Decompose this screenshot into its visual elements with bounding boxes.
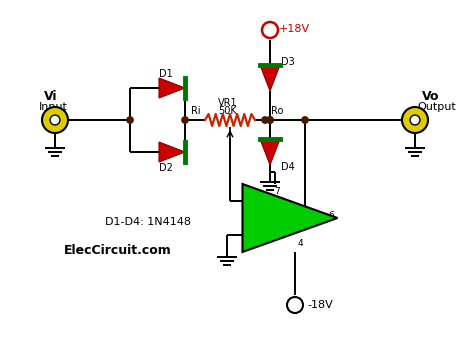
Text: Ri: Ri [191,106,201,116]
Text: Input: Input [38,102,67,112]
Circle shape [267,117,273,123]
Text: +18V: +18V [278,24,310,34]
Circle shape [42,107,68,133]
Text: 7: 7 [274,187,280,197]
Polygon shape [260,65,280,91]
Text: 2: 2 [246,197,251,205]
Text: Vi: Vi [44,89,58,102]
Text: D3: D3 [281,57,295,67]
Circle shape [410,115,420,125]
Circle shape [262,117,268,123]
Text: Ro: Ro [271,106,283,116]
Text: −: − [289,298,301,313]
Text: 6: 6 [329,212,335,220]
Polygon shape [243,184,337,252]
Text: 3: 3 [246,231,251,239]
Polygon shape [159,78,185,98]
Text: IC1: IC1 [275,204,297,218]
Circle shape [402,107,428,133]
Polygon shape [159,142,185,162]
Text: D1: D1 [159,69,173,79]
Text: Vo: Vo [422,89,440,102]
Circle shape [287,297,303,313]
Circle shape [302,117,308,123]
Circle shape [50,115,60,125]
Text: +: + [255,227,266,241]
Text: D4: D4 [281,162,295,172]
Circle shape [182,117,188,123]
Text: −: − [255,195,267,210]
Text: +: + [264,23,275,37]
Text: ElecCircuit.com: ElecCircuit.com [64,243,172,257]
Text: VR1: VR1 [218,98,238,108]
Text: D1-D4: 1N4148: D1-D4: 1N4148 [105,217,191,227]
Text: -18V: -18V [307,300,333,310]
Text: LF351: LF351 [264,219,307,233]
Text: Output: Output [418,102,456,112]
Text: 50K: 50K [219,106,237,116]
Circle shape [262,22,278,38]
Text: 4: 4 [298,239,304,248]
Circle shape [127,117,133,123]
Circle shape [267,117,273,123]
Polygon shape [260,139,280,165]
Text: D2: D2 [159,163,173,173]
